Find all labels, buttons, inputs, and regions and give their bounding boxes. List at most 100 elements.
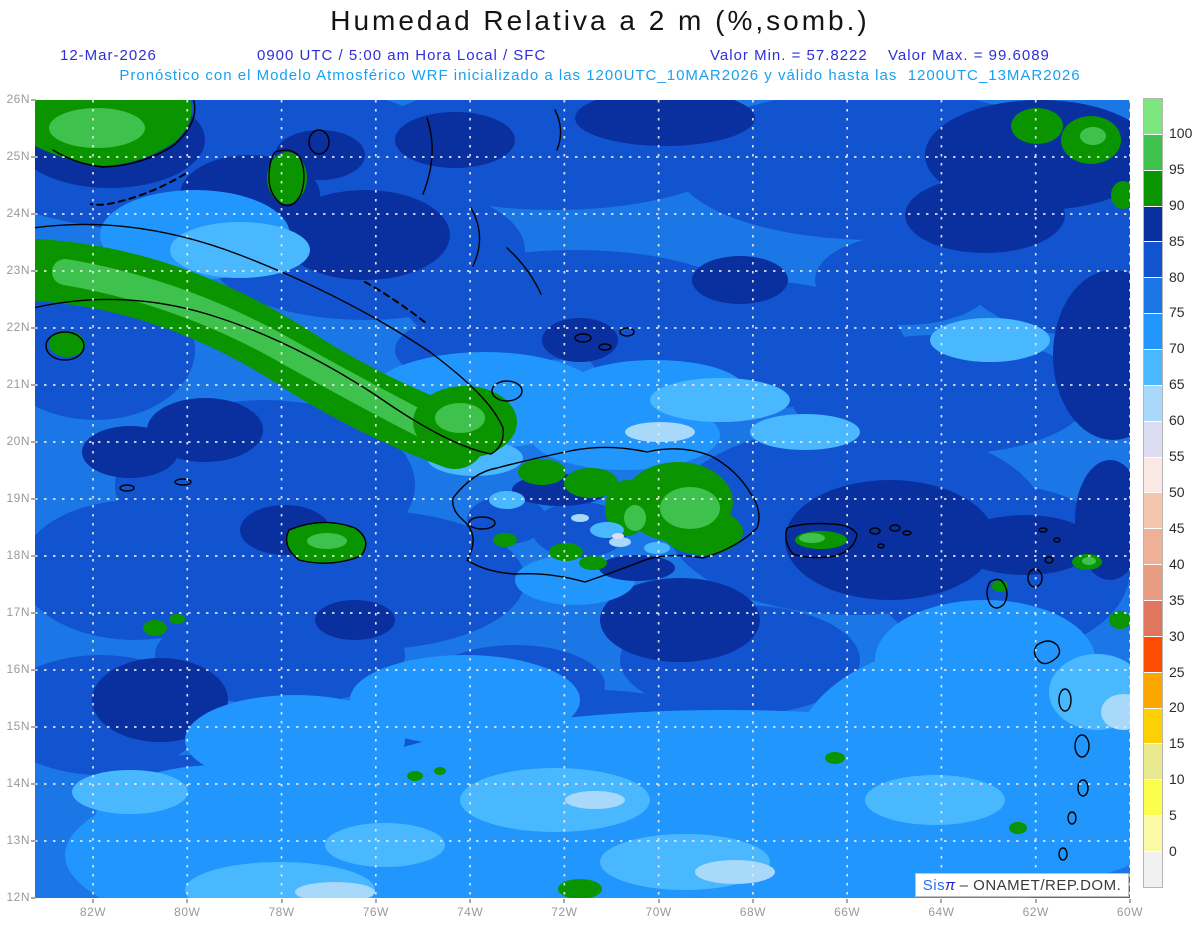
lat-axis-label: 23N — [6, 263, 30, 277]
forecast-time: 0900 UTC / 5:00 am Hora Local / SFC — [257, 47, 547, 64]
colorbar-cell — [1144, 278, 1162, 315]
lon-axis-tick — [1034, 899, 1037, 903]
colorbar-tick-label: 40 — [1169, 555, 1185, 572]
colorbar-tick-label: 35 — [1169, 591, 1185, 608]
colorbar-cell — [1144, 744, 1162, 781]
watermark-pi-icon: π — [945, 876, 956, 894]
hispaniola-coastline — [452, 446, 760, 583]
lat-axis-label: 24N — [6, 206, 30, 220]
humidity-map-canvas — [0, 75, 1200, 927]
colorbar-cell — [1144, 493, 1162, 530]
lat-axis-label: 20N — [6, 434, 30, 448]
lon-axis-tick — [280, 899, 283, 903]
lat-axis-label: 19N — [6, 491, 30, 505]
colorbar-tick-label: 85 — [1169, 232, 1185, 249]
colorbar-tick-label: 70 — [1169, 340, 1185, 357]
lon-axis-label: 68W — [739, 905, 766, 919]
lat-axis-tick — [31, 897, 36, 899]
colorbar-cell — [1144, 708, 1162, 745]
colorbar-tick-label: 80 — [1169, 268, 1185, 285]
lat-axis-label: 17N — [6, 605, 30, 619]
puerto-rico-coastline — [785, 522, 858, 559]
colorbar-tick-label: 45 — [1169, 519, 1185, 536]
colorbar-tick-label: 95 — [1169, 160, 1185, 177]
forecast-date: 12-Mar-2026 — [60, 47, 157, 64]
value-min: Valor Min. = 57.8222 — [710, 47, 868, 64]
colorbar-tick-label: 20 — [1169, 699, 1185, 716]
colorbar-cell — [1144, 672, 1162, 709]
page-title: Humedad Relativa a 2 m (%,somb.) — [330, 5, 870, 36]
lon-axis-label: 74W — [456, 905, 484, 919]
colorbar-tick-label: 50 — [1169, 484, 1185, 500]
lon-axis-tick — [657, 899, 660, 903]
lon-axis-label: 64W — [928, 905, 955, 919]
lat-axis-label: 21N — [6, 377, 30, 391]
colorbar-tick-label: 15 — [1169, 735, 1185, 752]
lat-axis-tick — [31, 498, 36, 500]
lat-axis-label: 25N — [6, 149, 30, 163]
colorbar-tick-label: 30 — [1169, 627, 1185, 644]
model-info-line: Pronóstico con el Modelo Atmosférico WRF… — [119, 67, 1081, 84]
colorbar-cell — [1144, 565, 1162, 602]
colorbar-cell — [1144, 421, 1162, 458]
coastlines — [32, 97, 1090, 861]
lat-axis-tick — [31, 327, 36, 329]
colorbar-cell — [1144, 170, 1162, 207]
lat-axis-tick — [31, 612, 36, 614]
lon-axis-label: 62W — [1022, 905, 1049, 919]
lon-axis-tick — [469, 899, 472, 903]
ocean-shading-light — [65, 190, 1175, 927]
lat-axis-tick — [31, 270, 36, 272]
lon-axis-label: 80W — [174, 905, 201, 919]
colorbar-tick-label: 90 — [1169, 196, 1185, 213]
lat-axis-tick — [31, 384, 36, 386]
lat-axis-tick — [31, 99, 36, 101]
lon-axis-tick — [374, 899, 377, 903]
lat-axis-label: 16N — [6, 662, 30, 676]
lat-axis-label: 26N — [6, 92, 30, 106]
colorbar-cell — [1144, 457, 1162, 494]
lat-axis-label: 12N — [6, 890, 30, 904]
lon-axis-label: 78W — [268, 905, 295, 919]
land-humidity — [6, 100, 1135, 899]
colorbar-cell — [1144, 134, 1162, 171]
colorbar-tick-label: 60 — [1169, 412, 1185, 429]
colorbar-cell — [1144, 852, 1162, 887]
lon-axis-label: 72W — [551, 905, 578, 919]
gridlines — [35, 100, 1131, 898]
colorbar-cell — [1144, 206, 1162, 243]
colorbar-tick-label: 65 — [1169, 376, 1185, 393]
colorbar-cell — [1144, 350, 1162, 386]
lat-axis-label: 13N — [6, 833, 30, 847]
colorbar-tick-label: 75 — [1169, 304, 1185, 321]
lon-axis-tick — [563, 899, 566, 903]
lon-axis-label: 82W — [79, 905, 107, 919]
colorbar-tick-label: 25 — [1169, 663, 1185, 680]
colorbar-tick-label: 0 — [1169, 843, 1177, 860]
lat-axis-tick — [31, 669, 36, 671]
lat-axis-label: 18N — [6, 548, 30, 562]
watermark-badge: Sis π – ONAMET/REP.DOM. — [915, 873, 1129, 897]
lat-axis-tick — [31, 156, 36, 158]
lon-axis-label: 66W — [834, 905, 861, 919]
lat-axis-tick — [31, 726, 36, 728]
lat-axis-label: 14N — [6, 776, 30, 790]
lat-axis-label: 22N — [6, 320, 30, 334]
lat-axis-tick — [31, 441, 36, 443]
colorbar-cell — [1144, 385, 1162, 422]
lat-axis-tick — [31, 555, 36, 557]
lon-axis-tick — [846, 899, 849, 903]
lon-axis-tick — [751, 899, 754, 903]
colorbar-cell — [1144, 99, 1162, 135]
lat-axis-tick — [31, 213, 36, 215]
lon-axis-tick — [92, 899, 94, 903]
colorbar-cell — [1144, 314, 1162, 351]
value-max: Valor Max. = 99.6089 — [888, 47, 1050, 64]
lon-axis-tick — [186, 899, 189, 903]
colorbar-tick-label: 5 — [1169, 807, 1177, 824]
colorbar-cell — [1144, 529, 1162, 566]
watermark-agency: – ONAMET/REP.DOM. — [959, 876, 1122, 894]
lat-axis-tick — [31, 840, 36, 842]
lat-axis-label: 15N — [6, 719, 30, 733]
